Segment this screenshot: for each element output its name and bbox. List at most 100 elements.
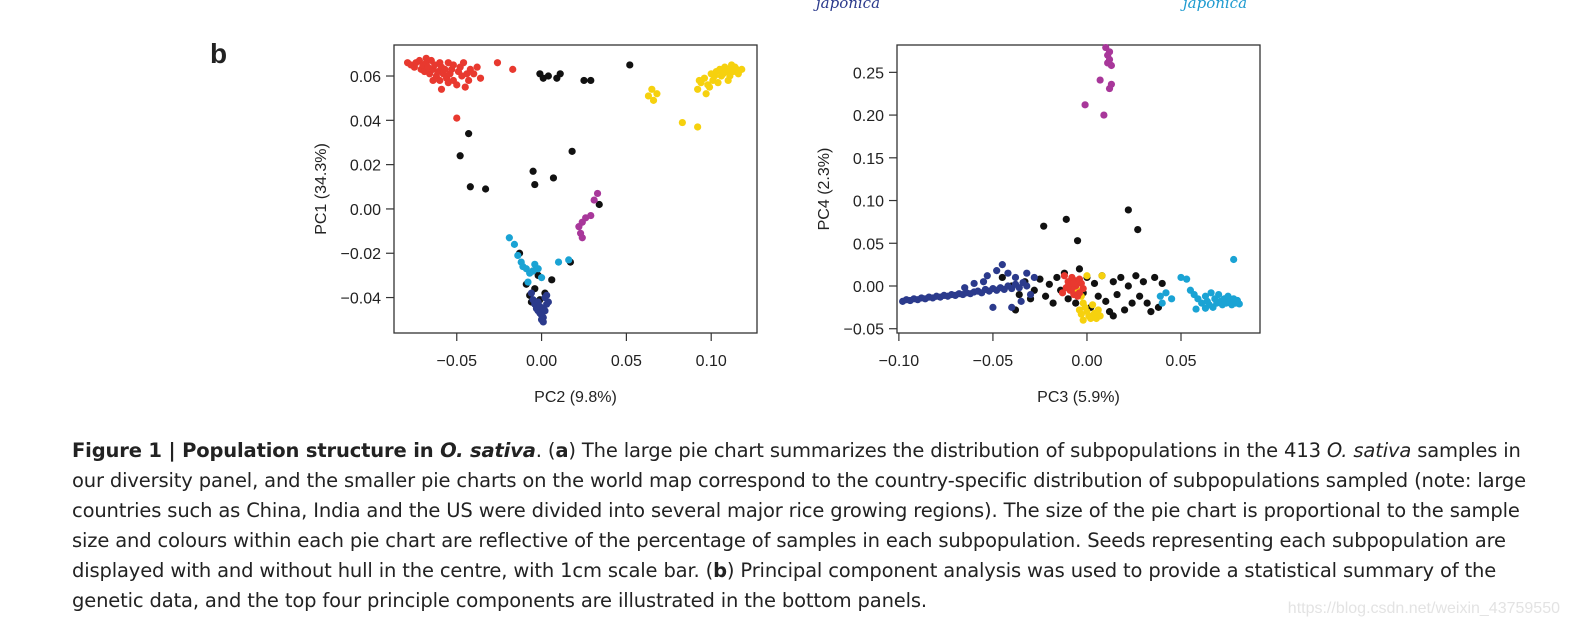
chart-1-point-cyan [510,240,519,248]
chart-2-point-black [1036,275,1044,283]
chart-1-point-red [509,65,517,73]
chart-2-point-black [1132,272,1140,280]
chart-1-ytick-label: 0.00 [350,202,381,219]
chart-1-point-red [453,114,461,122]
chart-2-point-navy [1023,282,1031,290]
chart-1-point-black [595,200,603,209]
chart-1-point-yellow [714,79,722,87]
chart-1-point-navy [539,318,547,326]
chart-1-point-yellow [644,92,653,100]
chart-1-point-red [422,54,430,62]
chart-1-point-black [456,152,464,160]
chart-2-point-cyan [1158,299,1166,307]
chart-1-point-cyan [554,258,563,266]
chart-2-ytick-label: 0.15 [853,151,884,168]
chart-2-point-black [1062,215,1070,223]
chart-2-point-yellow [1083,272,1091,280]
chart-2-point-black [1049,299,1057,307]
chart-2-point-black [1151,273,1159,282]
chart-2-point-black [1128,299,1136,307]
chart-2-point-black [1064,295,1072,303]
chart-1-point-cyan [537,274,546,282]
chart-1-point-red [441,65,449,73]
chart-2-point-black [1139,278,1147,286]
chart-1-point-yellow [648,85,656,93]
chart-2-point-black [1134,225,1142,234]
chart-1-point-black [481,185,490,193]
chart-2-point-navy [1015,284,1023,292]
chart-2-point-navy [1023,269,1031,277]
chart-2-point-cyan [1235,300,1243,308]
chart-2-point-navy [993,267,1001,275]
chart-2-ytick-label: 0.05 [853,236,884,253]
chart-1-point-yellow [678,118,686,127]
chart-2-point-black [1143,299,1151,307]
chart-2-point-yellow [1077,310,1085,318]
chart-1-point-cyan [505,234,513,242]
chart-2-point-cyan [1198,299,1206,307]
chart-2-point-black [1045,280,1053,288]
caption-text-a-1: ) The large pie chart summarizes the dis… [568,439,1327,462]
chart-2-xlabel: PC3 (5.9%) [1037,389,1120,406]
chart-1-point-cyan [514,251,522,260]
chart-2-point-black [1072,299,1080,307]
chart-1-point-black [465,130,473,138]
figure-caption: Figure 1 | Population structure in O. sa… [72,436,1532,616]
chart-2-point-black [1073,237,1082,245]
chart-1-point-navy [527,289,535,297]
chart-2-point-yellow [1098,272,1106,280]
chart-1-point-black [580,76,588,85]
chart-2-point-cyan [1168,295,1176,303]
chart-2-point-cyan [1162,289,1170,297]
chart-2-point-black [1109,278,1117,286]
chart-2-point-cyan [1201,304,1210,312]
chart-2-point-magenta [1100,111,1108,119]
chart-2-point-navy [1008,303,1016,311]
chart-1-ytick-label: 0.02 [350,158,381,175]
chart-2-point-red [1077,279,1085,288]
chart-2-point-red [1058,289,1067,297]
chart-2-point-black [1147,308,1155,316]
chart-2-point-navy [1011,273,1020,282]
chart-2-point-magenta [1105,84,1114,93]
chart-1-ytick-label: −0.04 [341,291,382,308]
chart-2-ytick-label: 0.25 [853,65,884,82]
chart-1-point-magenta [575,223,583,231]
chart-1-point-black [529,167,537,175]
chart-1-ytick-label: 0.06 [350,69,381,86]
chart-2-point-cyan [1215,290,1223,299]
chart-2-ylabel: PC4 (2.3%) [816,148,833,231]
caption-species-bold: O. sativa [440,439,536,462]
chart-2-point-black [1124,282,1132,290]
chart-1-xtick-label: −0.05 [437,353,478,370]
chart-1-point-cyan [534,265,542,273]
japonica-label-right: japonica [1183,0,1248,12]
chart-2-xtick-label: 0.00 [1071,353,1102,370]
chart-1-point-yellow [695,76,703,85]
chart-1-point-red [459,59,468,67]
chart-1-xtick-label: 0.10 [696,353,727,370]
chart-2-point-magenta [1096,76,1104,84]
chart-1-xlabel: PC2 (9.8%) [534,389,617,406]
chart-1-point-yellow [694,85,702,93]
chart-1-point-black [626,61,634,69]
chart-1-point-red [436,76,444,85]
chart-1-point-black [531,180,539,189]
chart-2-point-black [1136,292,1144,300]
chart-2-ytick-label: −0.05 [844,322,885,339]
chart-1-ylabel: PC1 (34.3%) [313,143,330,235]
chart-1-point-black [466,183,474,191]
chart-2-point-navy [961,284,969,292]
chart-1-point-red [463,70,471,78]
chart-2-point-black [1120,306,1129,314]
chart-1-point-red [476,74,485,82]
chart-2-point-cyan [1207,289,1215,297]
chart-1-point-yellow [705,83,714,91]
chart-2-point-black [1041,292,1050,300]
caption-part-b: b [713,559,727,582]
chart-2-point-black [1075,265,1084,273]
chart-1-point-red [470,70,478,78]
chart-1-point-black [544,72,552,80]
